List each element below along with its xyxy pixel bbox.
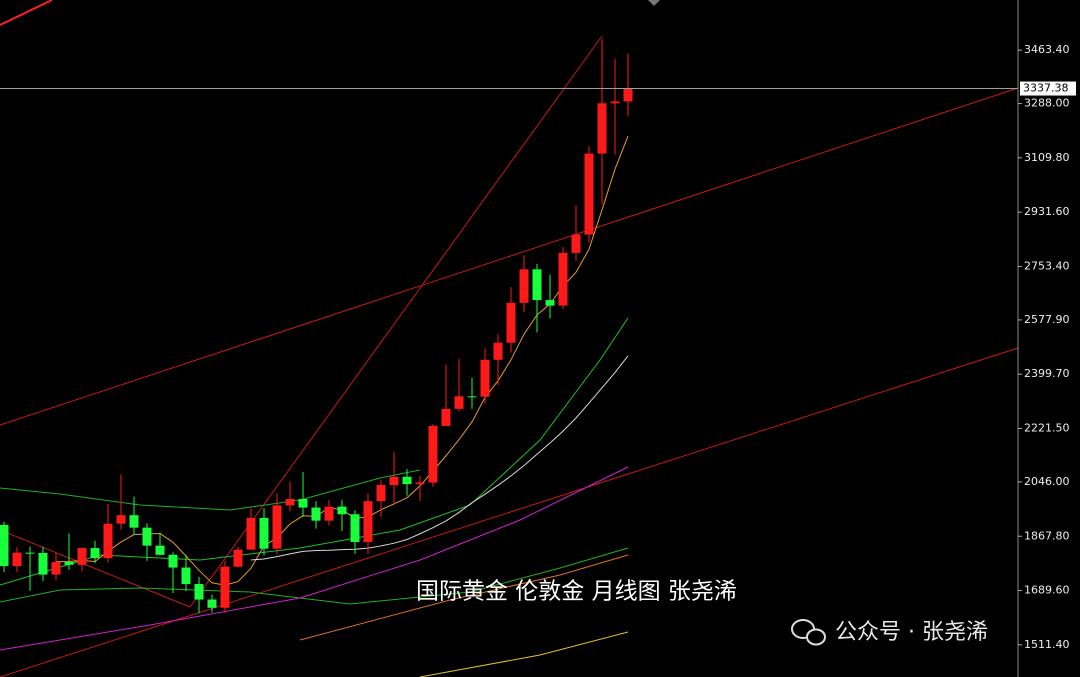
candle-body (90, 548, 100, 559)
candle-body (272, 505, 282, 549)
ma-line (0, 317, 629, 586)
y-tick-label: 2399.70 (1024, 367, 1070, 380)
y-tick-label: 2577.90 (1024, 313, 1070, 326)
candle-body (532, 269, 542, 301)
candle-body (64, 562, 74, 565)
icon-bubble (806, 628, 826, 646)
candle-body (428, 425, 438, 483)
ma-line (250, 355, 629, 561)
trend-line (0, 0, 53, 26)
candle-body (0, 524, 9, 567)
candle-body (259, 517, 269, 549)
candle-body (324, 506, 334, 521)
candle-body (12, 552, 22, 567)
candle-body (610, 101, 620, 104)
candle-body (142, 527, 152, 546)
y-tick-label: 3109.80 (1024, 151, 1070, 164)
candle-body (220, 566, 230, 608)
candle-body (103, 523, 113, 559)
candle-body (155, 545, 165, 555)
candle-body (116, 515, 126, 524)
candle-body (194, 584, 204, 600)
y-tick-label: 2221.50 (1024, 421, 1070, 434)
candle-body (519, 269, 529, 303)
y-tick-label: 1689.60 (1024, 584, 1070, 597)
candle-body (350, 514, 360, 542)
candle-body (545, 300, 555, 306)
candle-body (506, 302, 516, 343)
candle-body (363, 501, 373, 542)
candle-body (441, 408, 451, 426)
candle-body (38, 552, 48, 575)
current-price-box (1020, 81, 1076, 96)
annotation: 国际黄金 伦敦金 月线图 张尧浠 (416, 579, 737, 605)
candle-body (25, 552, 35, 554)
y-tick-label: 1867.80 (1024, 529, 1070, 542)
candle-body (129, 515, 139, 528)
candle-body (207, 599, 217, 608)
scroll-marker (648, 0, 660, 6)
candle-body (389, 476, 399, 486)
candle-body (77, 548, 87, 565)
y-tick-label: 2046.00 (1024, 475, 1070, 488)
candle-body (623, 88, 633, 102)
candle-body (246, 517, 256, 550)
candle-body (376, 485, 386, 502)
candle-body (285, 499, 295, 506)
candle-body (597, 103, 607, 154)
wechat-icon (791, 619, 826, 646)
y-tick-label: 3288.00 (1024, 97, 1070, 110)
candle-body (584, 153, 594, 235)
y-tick-label: 2753.40 (1024, 259, 1070, 272)
candle-body (571, 234, 581, 253)
trend-lines (0, 0, 1019, 677)
channel-line (0, 347, 1019, 677)
candle-body (51, 562, 61, 575)
y-tick-label: 3463.40 (1024, 43, 1070, 56)
y-tick-label: 2931.60 (1024, 205, 1070, 218)
ma-line (0, 466, 629, 651)
watermark: 公众号 · 张尧浠 (835, 620, 988, 645)
candle-body (415, 482, 425, 485)
ma-line (419, 631, 629, 677)
y-tick-label: 1511.40 (1024, 638, 1070, 651)
candle-body (233, 549, 243, 567)
trend-line (0, 529, 191, 608)
candle-body (558, 252, 568, 306)
candle-body (337, 506, 347, 515)
band-line (0, 469, 421, 511)
candle-body (298, 499, 308, 508)
candle-body (181, 567, 191, 585)
trend-line (189, 35, 603, 608)
channel-line (0, 87, 1019, 426)
candle-body (168, 554, 178, 568)
candle-body (454, 396, 464, 409)
candle-body (467, 396, 477, 398)
current-price-label: 3337.38 (1023, 82, 1069, 95)
candle-body (493, 342, 503, 360)
candle-body (311, 507, 321, 521)
candle-body (480, 359, 490, 397)
ma-line (299, 554, 629, 641)
candle-body (402, 476, 412, 485)
